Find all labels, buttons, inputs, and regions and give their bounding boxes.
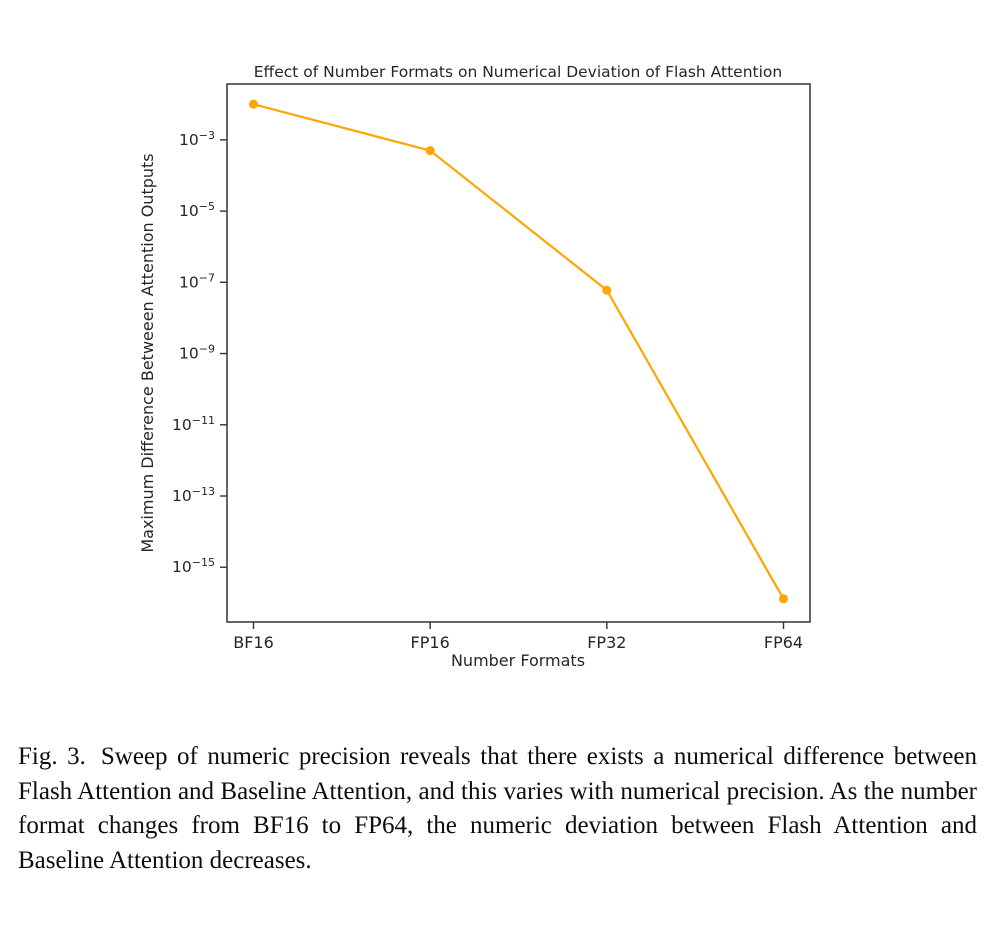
chart-title: Effect of Number Formats on Numerical De… <box>254 63 782 81</box>
y-tick-label: 10−13 <box>172 485 215 505</box>
figure-caption-text: Sweep of numeric precision reveals that … <box>18 743 977 874</box>
plot-border <box>226 83 811 623</box>
y-tick-label: 10−7 <box>179 271 215 291</box>
data-line <box>252 103 785 600</box>
y-tick-label: 10−3 <box>179 129 215 149</box>
x-tick-label-bf16: BF16 <box>233 633 274 652</box>
x-tick-label-fp16: FP16 <box>411 633 450 652</box>
y-tick-label: 10−5 <box>179 200 215 220</box>
y-tick-label: 10−11 <box>172 414 215 434</box>
figure-chart: 10−3 10−5 10−7 10−9 10−11 10−13 10−15 BF16 FP16 F… <box>138 63 811 670</box>
figure-caption: Fig. 3. Sweep of numeric precision reveal… <box>18 740 977 878</box>
x-tick-label-fp64: FP64 <box>764 633 803 652</box>
y-tick-label: 10−15 <box>172 556 215 576</box>
x-axis-label: Number Formats <box>451 651 585 670</box>
y-axis-label: Maximum Difference Betweeen Attention Ou… <box>138 153 157 552</box>
figure-caption-label: Fig. 3. <box>18 743 86 770</box>
line-chart: 10−3 10−5 10−7 10−9 10−11 10−13 10−15 BF16 FP16 F… <box>138 63 811 670</box>
x-tick-label-fp32: FP32 <box>587 633 626 652</box>
plot-area: 10−3 10−5 10−7 10−9 10−11 10−13 10−15 BF16 FP16 F… <box>172 83 811 652</box>
data-point-fp64 <box>779 594 788 604</box>
data-point-fp16 <box>425 146 435 156</box>
data-point-fp32 <box>602 285 612 295</box>
data-point-bf16 <box>249 99 258 109</box>
y-tick-label: 10−9 <box>179 343 215 363</box>
